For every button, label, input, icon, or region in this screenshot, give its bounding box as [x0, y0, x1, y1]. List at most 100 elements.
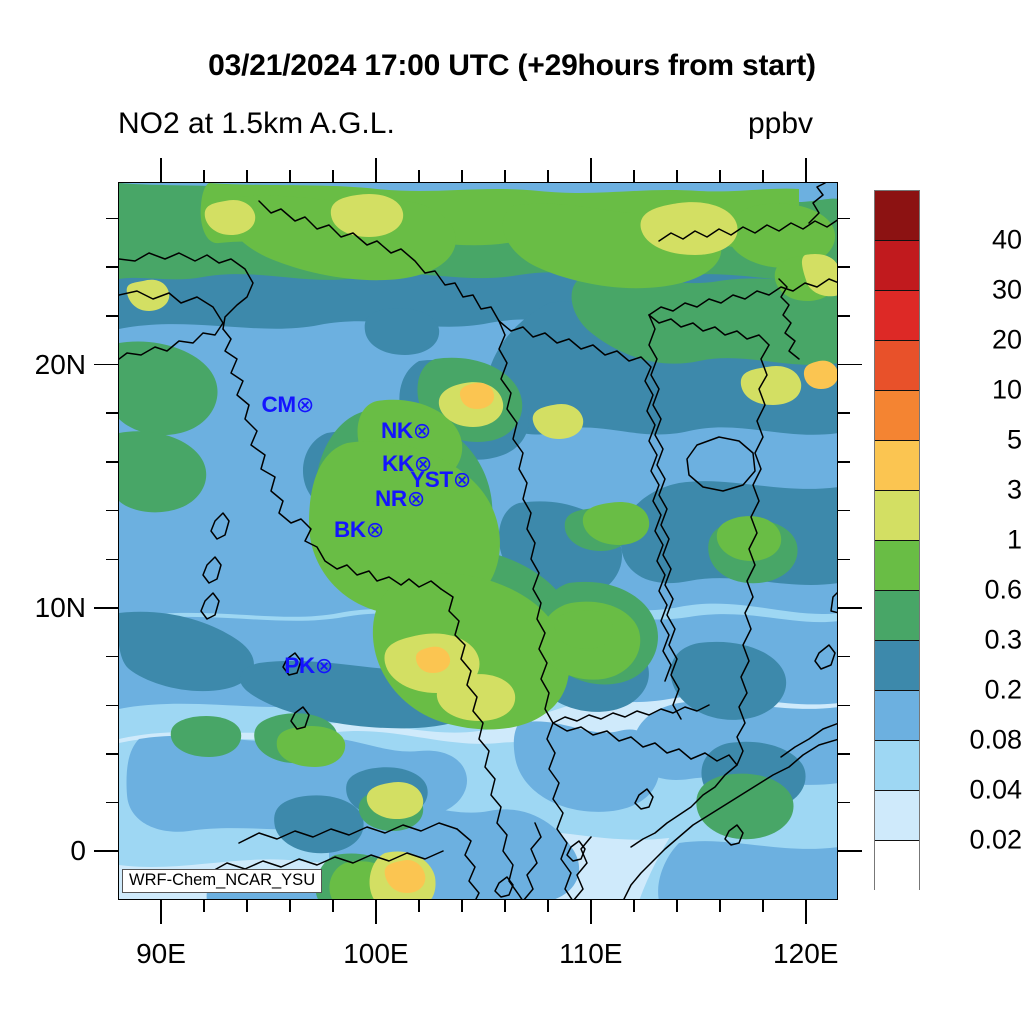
x-tick [633, 170, 635, 182]
y-tick [106, 558, 118, 560]
colorbar-tick-label: 0.04 [969, 774, 1022, 805]
colorbar-tick-label: 20 [991, 324, 1022, 355]
station-symbol-yst: ⊗ [452, 466, 471, 492]
station-symbol-nr: ⊗ [406, 485, 425, 511]
x-tick [375, 158, 377, 182]
figure-title: 03/21/2024 17:00 UTC (+29hours from star… [208, 49, 816, 82]
y-tick [106, 266, 118, 268]
y-tick [838, 753, 850, 755]
x-tick [804, 900, 807, 924]
x-tick [762, 900, 764, 912]
y-tick [106, 509, 118, 512]
station-marker-bk[interactable]: BK⊗ [333, 516, 384, 542]
contour-field [119, 183, 837, 899]
station-marker-nr[interactable]: NR⊗ [374, 485, 425, 511]
colorbar[interactable] [874, 190, 920, 891]
x-tick [676, 170, 678, 182]
station-symbol-nk: ⊗ [412, 417, 431, 443]
y-tick [106, 412, 118, 414]
y-tick [838, 850, 862, 853]
station-label-nr: NR [374, 485, 407, 511]
x-tick [160, 900, 162, 924]
y-tick [838, 558, 850, 560]
y-tick [838, 217, 850, 220]
y-tick [838, 509, 850, 512]
x-tick [589, 900, 592, 924]
y-tick [838, 315, 850, 317]
station-marker-pk[interactable]: PK⊗ [284, 652, 333, 678]
colorbar-band [875, 191, 919, 241]
x-tick [547, 900, 549, 912]
x-axis-label: 90E [136, 938, 186, 969]
x-tick [719, 900, 721, 912]
y-tick [106, 461, 118, 463]
x-tick [676, 900, 678, 912]
station-label-bk: BK [333, 516, 366, 542]
y-tick [106, 655, 118, 658]
x-tick [289, 170, 291, 182]
x-tick [633, 900, 635, 912]
station-marker-cm[interactable]: CM⊗ [261, 391, 314, 417]
x-tick [504, 170, 506, 182]
x-tick [719, 170, 721, 182]
colorbar-tick-label: 0.02 [969, 824, 1022, 855]
x-tick [504, 900, 506, 912]
y-tick [94, 850, 118, 853]
colorbar-band [875, 491, 919, 541]
y-axis-label: 10N [34, 591, 86, 623]
station-marker-nk[interactable]: NK⊗ [380, 417, 431, 443]
figure-subtitle: NO2 at 1.5km A.G.L. [118, 107, 395, 140]
x-tick [418, 170, 420, 182]
colorbar-band [875, 441, 919, 491]
station-marker-yst[interactable]: YST⊗ [410, 466, 471, 492]
colorbar-band [875, 641, 919, 691]
x-tick [804, 158, 807, 182]
station-symbol-bk: ⊗ [365, 516, 384, 542]
units-label: ppbv [748, 107, 814, 140]
y-axis-label: 20N [34, 348, 86, 380]
colorbar-tick-label: 10 [991, 374, 1022, 405]
x-tick [461, 170, 463, 182]
colorbar-band [875, 541, 919, 591]
station-label-pk: PK [284, 652, 315, 678]
colorbar-band [875, 841, 919, 891]
station-symbol-pk: ⊗ [314, 652, 333, 678]
station-label-nk: NK [380, 417, 413, 443]
station-symbol-cm: ⊗ [295, 391, 314, 417]
x-axis-label: 120E [773, 938, 839, 969]
colorbar-tick-label: 0.2 [984, 674, 1022, 705]
x-tick [246, 170, 248, 182]
x-tick [762, 170, 764, 182]
station-label-cm: CM [261, 391, 296, 417]
x-tick [332, 170, 334, 182]
map-plot-area: CM⊗ NK⊗ KK⊗ YST⊗ NR⊗ BK⊗ PK⊗ [118, 182, 838, 900]
colorbar-tick-label: 0.6 [984, 574, 1022, 605]
y-tick [838, 461, 850, 463]
x-tick [246, 900, 248, 912]
y-tick [838, 363, 862, 366]
x-tick [375, 900, 377, 924]
x-tick [203, 900, 205, 912]
colorbar-band [875, 391, 919, 441]
colorbar-tick-label: 0.08 [969, 724, 1022, 755]
x-tick [461, 900, 463, 912]
x-tick [418, 900, 420, 912]
station-symbol-kk: ⊗ [413, 450, 432, 476]
colorbar-tick-label: 30 [991, 274, 1022, 305]
colorbar-tick-label: 3 [1006, 474, 1022, 505]
colorbar-band [875, 791, 919, 841]
x-tick [203, 170, 205, 182]
x-tick [547, 170, 549, 182]
y-tick [94, 363, 118, 366]
station-marker-kk[interactable]: KK⊗ [382, 450, 432, 476]
colorbar-tick-label: 40 [991, 224, 1022, 255]
y-tick [838, 704, 850, 707]
y-tick [838, 655, 850, 658]
colorbar-tick-label: 0.3 [984, 624, 1022, 655]
colorbar-band [875, 241, 919, 291]
colorbar-tick-label: 1 [1006, 524, 1022, 555]
y-tick [106, 753, 118, 755]
colorbar-band [875, 341, 919, 391]
colorbar-band [875, 741, 919, 791]
y-tick [94, 607, 118, 609]
